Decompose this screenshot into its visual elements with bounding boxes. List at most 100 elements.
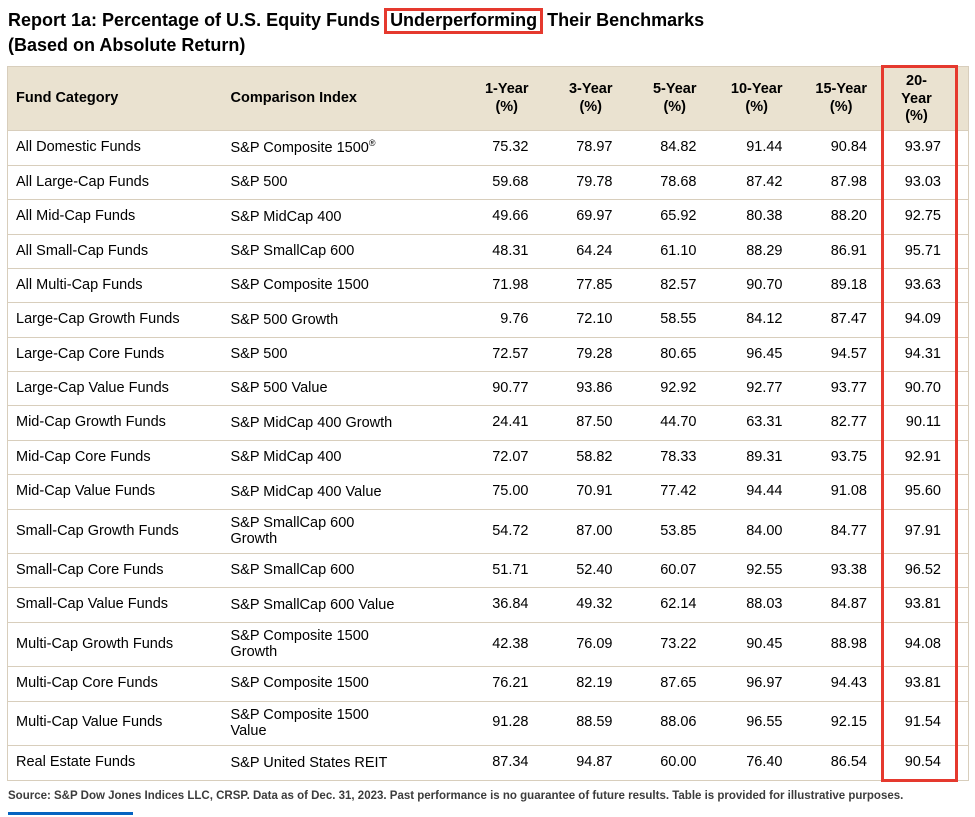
- percent-cell: 91.08: [796, 474, 883, 510]
- comparison-index-cell: S&P Composite 1500 Growth: [222, 622, 459, 668]
- spacer-cell: [956, 302, 969, 338]
- header-spacer: [956, 66, 969, 132]
- comparison-index-cell: S&P SmallCap 600 Growth: [222, 509, 459, 555]
- comparison-index-cell: S&P 500: [222, 337, 459, 373]
- spacer-cell: [956, 553, 969, 589]
- table-row: All Multi-Cap Funds S&P Composite 1500 71.…: [7, 268, 969, 304]
- percent-cell: 75.32: [458, 130, 543, 166]
- table-row: All Large-Cap Funds S&P 500 59.68 79.78 78.6…: [7, 165, 969, 201]
- table-row: Real Estate Funds S&P United States REIT 8…: [7, 745, 969, 783]
- percent-cell: 36.84: [458, 587, 543, 623]
- col-header-10-year: 10-Year (%): [710, 66, 797, 132]
- spacer-cell: [956, 130, 969, 166]
- fund-category-cell: All Large-Cap Funds: [7, 165, 223, 201]
- percent-cell: 88.59: [542, 701, 627, 746]
- percent-cell: 91.44: [710, 130, 797, 166]
- percent-cell: 97.91: [881, 509, 958, 555]
- percent-cell: 91.28: [458, 701, 543, 746]
- spacer-cell: [956, 509, 969, 555]
- percent-cell: 77.42: [626, 474, 711, 510]
- percent-cell: 90.70: [710, 268, 797, 304]
- spacer-cell: [956, 440, 969, 476]
- percent-cell: 90.77: [458, 371, 543, 407]
- percent-cell: 54.72: [458, 509, 543, 555]
- table-row: Multi-Cap Growth Funds S&P Composite 1500…: [7, 622, 969, 668]
- table-row: Large-Cap Core Funds S&P 500 72.57 79.28 80.…: [7, 337, 969, 373]
- percent-cell: 75.00: [458, 474, 543, 510]
- col-header-fund-category: Fund Category: [7, 66, 223, 132]
- percent-cell: 88.06: [626, 701, 711, 746]
- percent-cell: 88.98: [796, 622, 883, 668]
- comparison-index-cell: S&P SmallCap 600: [222, 234, 459, 269]
- table-row: Small-Cap Value Funds S&P SmallCap 600 Va…: [7, 587, 969, 623]
- fund-category-cell: Large-Cap Value Funds: [7, 371, 223, 407]
- percent-cell: 48.31: [458, 234, 543, 269]
- col-header-20-year: 20-Year (%): [881, 65, 958, 132]
- comparison-index-cell: S&P United States REIT: [222, 745, 459, 782]
- percent-cell: 93.97: [881, 130, 958, 166]
- report-title: Report 1a: Percentage of U.S. Equity Fun…: [8, 8, 968, 57]
- percent-cell: 88.03: [710, 587, 797, 623]
- fund-category-cell: Large-Cap Core Funds: [7, 337, 223, 373]
- percent-cell: 92.91: [881, 440, 958, 476]
- fund-category-cell: Multi-Cap Core Funds: [7, 666, 223, 702]
- percent-cell: 82.57: [626, 268, 711, 304]
- percent-cell: 80.65: [626, 337, 711, 373]
- percent-cell: 9.76: [458, 302, 543, 338]
- percent-cell: 93.86: [542, 371, 627, 407]
- comparison-index-cell: S&P 500 Growth: [222, 302, 459, 338]
- percent-cell: 64.24: [542, 234, 627, 269]
- table-row: Large-Cap Growth Funds S&P 500 Growth 9.76…: [7, 302, 969, 338]
- percent-cell: 93.63: [881, 268, 958, 304]
- truncated-link-underline: [8, 812, 133, 816]
- percent-cell: 80.38: [710, 199, 797, 235]
- percent-cell: 87.65: [626, 666, 711, 702]
- percent-cell: 82.19: [542, 666, 627, 702]
- percent-cell: 49.66: [458, 199, 543, 235]
- percent-cell: 88.20: [796, 199, 883, 235]
- underperformance-table: Fund Category Comparison Index 1-Year (%)…: [7, 65, 969, 783]
- table-row: All Domestic Funds S&P Composite 1500® 75.…: [7, 130, 969, 166]
- comparison-index-cell: S&P MidCap 400 Growth: [222, 405, 459, 441]
- fund-category-cell: Small-Cap Core Funds: [7, 553, 223, 589]
- col-header-line1: 15-Year: [815, 81, 867, 98]
- comparison-index-cell: S&P Composite 1500: [222, 268, 459, 304]
- title-line2: (Based on Absolute Return): [8, 34, 246, 55]
- percent-cell: 90.45: [710, 622, 797, 668]
- title-text-suffix: Their Benchmarks: [547, 10, 705, 30]
- col-header-line2: (%): [663, 98, 686, 115]
- percent-cell: 89.18: [796, 268, 883, 304]
- percent-cell: 93.81: [881, 587, 958, 623]
- fund-category-cell: All Multi-Cap Funds: [7, 268, 223, 304]
- percent-cell: 90.54: [881, 745, 958, 783]
- col-header-line1: 3-Year: [568, 81, 613, 98]
- percent-cell: 76.21: [458, 666, 543, 702]
- percent-cell: 51.71: [458, 553, 543, 589]
- percent-cell: 61.10: [626, 234, 711, 269]
- percent-cell: 72.57: [458, 337, 543, 373]
- percent-cell: 42.38: [458, 622, 543, 668]
- percent-cell: 87.00: [542, 509, 627, 555]
- fund-category-cell: All Domestic Funds: [7, 130, 223, 166]
- spacer-cell: [956, 622, 969, 668]
- percent-cell: 92.77: [710, 371, 797, 407]
- percent-cell: 62.14: [626, 587, 711, 623]
- percent-cell: 86.91: [796, 234, 883, 269]
- percent-cell: 96.97: [710, 666, 797, 702]
- table-row: Large-Cap Value Funds S&P 500 Value 90.77 9…: [7, 371, 969, 407]
- percent-cell: 96.45: [710, 337, 797, 373]
- percent-cell: 24.41: [458, 405, 543, 441]
- col-header-line2: (%): [495, 98, 518, 115]
- percent-cell: 89.31: [710, 440, 797, 476]
- comparison-index-cell: S&P MidCap 400 Value: [222, 474, 459, 510]
- percent-cell: 84.12: [710, 302, 797, 338]
- percent-cell: 78.33: [626, 440, 711, 476]
- comparison-index-cell: S&P Composite 1500 Value: [222, 701, 459, 746]
- percent-cell: 58.82: [542, 440, 627, 476]
- percent-cell: 84.00: [710, 509, 797, 555]
- spacer-cell: [956, 199, 969, 235]
- table-row: Small-Cap Growth Funds S&P SmallCap 600 G…: [7, 509, 969, 555]
- percent-cell: 58.55: [626, 302, 711, 338]
- table-row: Mid-Cap Value Funds S&P MidCap 400 Value 7…: [7, 474, 969, 510]
